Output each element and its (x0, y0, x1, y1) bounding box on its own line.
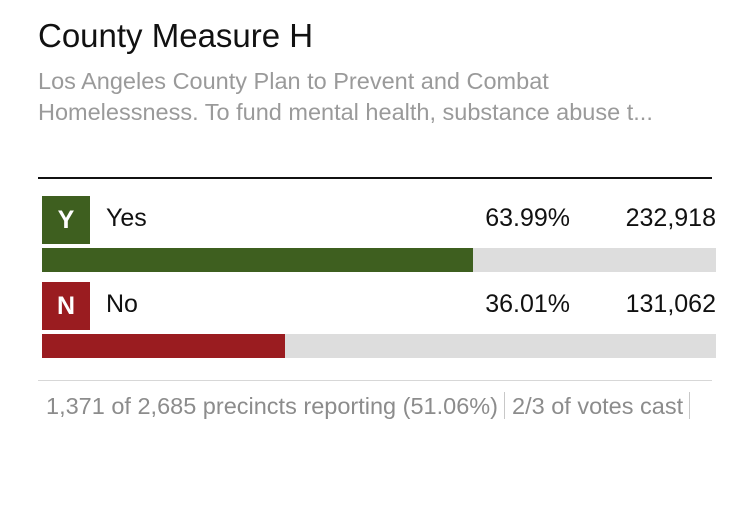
no-bar-track (42, 334, 716, 358)
result-row-no: N No 36.01% 131,062 (42, 282, 716, 358)
measure-title: County Measure H (38, 17, 314, 54)
no-badge: N (42, 282, 90, 330)
measure-description: Los Angeles County Plan to Prevent and C… (38, 68, 653, 125)
no-label: No (106, 290, 138, 318)
votes-cast: 2/3 of votes cast (512, 393, 684, 419)
reporting-status: 1,371 of 2,685 precincts reporting (51.0… (38, 391, 710, 422)
yes-badge: Y (42, 196, 90, 244)
divider (38, 177, 712, 179)
no-bar-fill (42, 334, 285, 358)
separator (689, 392, 691, 419)
footer-divider (38, 380, 712, 381)
yes-bar-fill (42, 248, 474, 272)
no-percent: 36.01% (485, 290, 570, 318)
result-row-yes: Y Yes 63.99% 232,918 (42, 196, 716, 272)
precincts-reporting: 1,371 of 2,685 precincts reporting (51.0… (46, 393, 498, 419)
yes-percent: 63.99% (485, 204, 570, 232)
no-votes: 131,062 (625, 290, 716, 318)
yes-votes: 232,918 (625, 204, 716, 232)
separator (504, 392, 505, 419)
yes-label: Yes (106, 204, 147, 232)
yes-bar-track (42, 248, 716, 272)
